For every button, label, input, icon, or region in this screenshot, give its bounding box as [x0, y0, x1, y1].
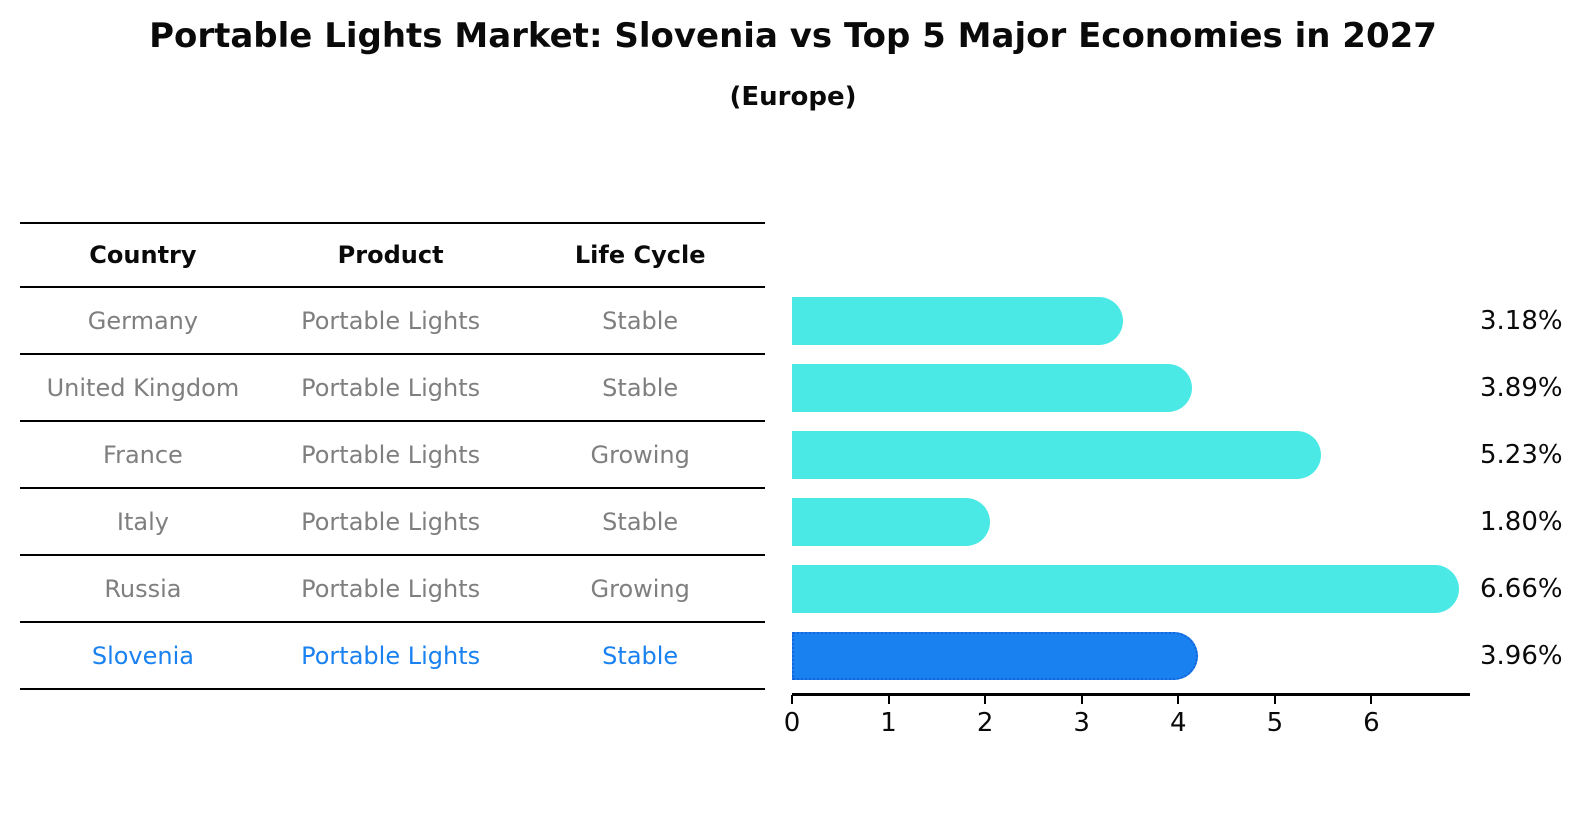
table-row-france: France Portable Lights Growing: [20, 422, 765, 489]
cell-product: Portable Lights: [301, 574, 481, 603]
cell-product: Portable Lights: [301, 641, 481, 670]
header-product: Product: [337, 241, 444, 269]
cell-life-cycle: Stable: [602, 507, 679, 536]
cell-country: Italy: [116, 507, 169, 536]
bar-value-label: 3.96%: [1480, 640, 1563, 671]
cell-product: Portable Lights: [301, 440, 481, 469]
x-tick-label: 3: [1073, 708, 1090, 738]
table-body: Germany Portable Lights Stable United Kingd…: [20, 288, 765, 690]
bar-value-label: 3.18%: [1480, 305, 1563, 336]
country-table: Country Product Life Cycle Germany Portab…: [20, 222, 765, 690]
x-tick-mark: [791, 695, 793, 704]
cell-country: Russia: [104, 574, 182, 603]
x-axis-line: [792, 693, 1470, 696]
bar-chart: 0 1 2 3 4 5 6: [784, 222, 1492, 738]
bar-russia: [792, 564, 1460, 613]
header-country: Country: [89, 241, 197, 269]
x-tick-label: 4: [1169, 708, 1187, 738]
cell-product: Portable Lights: [301, 306, 481, 335]
bar-value-label: 3.89%: [1480, 372, 1563, 403]
bar-france: [792, 430, 1322, 479]
bar-italy: [792, 497, 990, 546]
table-row-russia: Russia Portable Lights Growing: [20, 556, 765, 623]
cell-country: Germany: [87, 306, 199, 335]
x-tick-mark: [1080, 695, 1083, 704]
bar-value-label: 6.66%: [1480, 573, 1563, 604]
table-row-slovenia: Slovenia Portable Lights Stable: [20, 623, 765, 690]
table-header-row: Country Product Life Cycle: [20, 222, 765, 288]
header-life-cycle: Life Cycle: [574, 241, 706, 269]
x-tick-label: 1: [880, 708, 897, 738]
cell-country: Slovenia: [91, 641, 194, 670]
cell-product: Portable Lights: [301, 373, 481, 402]
cell-life-cycle: Growing: [590, 440, 690, 469]
cell-life-cycle: Stable: [602, 373, 679, 402]
bar-slovenia: [792, 631, 1199, 680]
x-tick-mark: [984, 695, 987, 704]
bar-germany: [792, 296, 1124, 345]
table-row-germany: Germany Portable Lights Stable: [20, 288, 765, 355]
chart-subtitle: (Europe): [729, 82, 857, 112]
cell-product: Portable Lights: [301, 507, 481, 536]
bar-united-kingdom: [792, 363, 1192, 412]
x-tick-mark: [887, 695, 890, 704]
cell-country: United Kingdom: [46, 373, 240, 402]
bar-value-label: 5.23%: [1480, 439, 1563, 470]
x-tick-label: 5: [1266, 708, 1284, 738]
cell-country: France: [103, 440, 183, 469]
table-row-united-kingdom: United Kingdom Portable Lights Stable: [20, 355, 765, 422]
x-tick-label: 0: [783, 708, 801, 738]
table-row-italy: Italy Portable Lights Stable: [20, 489, 765, 556]
x-tick-mark: [1177, 695, 1180, 704]
x-tick-label: 2: [976, 708, 994, 738]
bar-value-label: 1.80%: [1480, 506, 1563, 537]
cell-life-cycle: Stable: [602, 306, 679, 335]
x-tick-label: 6: [1363, 708, 1380, 738]
cell-life-cycle: Growing: [590, 574, 690, 603]
cell-life-cycle: Stable: [602, 641, 679, 670]
x-tick-mark: [1370, 695, 1373, 704]
chart-title: Portable Lights Market: Slovenia vs Top …: [149, 16, 1437, 56]
x-tick-mark: [1273, 695, 1276, 704]
